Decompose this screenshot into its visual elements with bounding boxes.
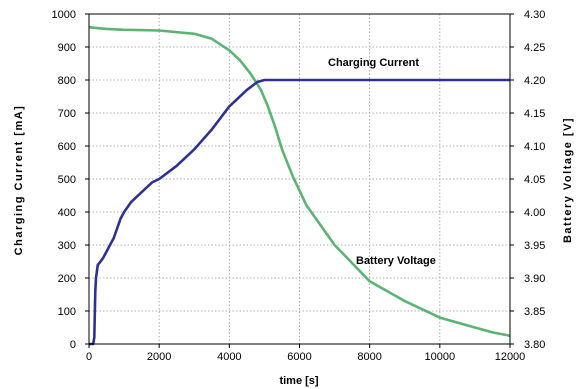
y2-tick-label-3: 3.95 [524,240,545,252]
series-line-current [88,25,511,338]
y-tick-label-9: 900 [58,42,76,54]
ticks: 0 2000 4000 6000 8000 10000 12000 0 100 200 300 400… [52,9,546,363]
x-axis-title: time [s] [279,375,318,387]
series-line-voltage [89,78,510,346]
x-tick-label-6: 12000 [495,351,526,363]
x-tick-label-3: 6000 [287,351,311,363]
y-tick-label-10: 1000 [52,9,76,21]
y-tick-label-5: 500 [58,174,76,186]
grid [89,14,510,344]
y-axis-title: Charging Current [mA] [13,105,25,256]
y2-tick-label-1: 3.85 [524,306,545,318]
y2-tick-label-5: 4.05 [524,174,545,186]
series-lines [88,25,511,346]
y2-tick-label-2: 3.90 [524,273,545,285]
x-tick-label-0: 0 [86,351,92,363]
y2-tick-label-6: 4.10 [524,141,545,153]
x-tick-label-5: 10000 [425,351,456,363]
y2-axis-title: Battery Voltage [V] [562,117,574,243]
y-tick-label-1: 100 [58,306,76,318]
y-tick-label-0: 0 [70,339,76,351]
x-tick-label-1: 2000 [147,351,171,363]
y-tick-label-6: 600 [58,141,76,153]
y-tick-label-8: 800 [58,75,76,87]
y2-tick-label-0: 3.80 [524,339,545,351]
annotation-charging-current: Charging Current [328,57,419,69]
x-tick-label-4: 8000 [357,351,381,363]
x-tick-label-2: 4000 [217,351,241,363]
y2-tick-label-7: 4.15 [524,108,545,120]
y2-tick-label-4: 4.00 [524,207,545,219]
annotation-battery-voltage: Battery Voltage [356,255,436,267]
y-tick-label-7: 700 [58,108,76,120]
y2-tick-label-8: 4.20 [524,75,545,87]
y-tick-label-2: 200 [58,273,76,285]
y2-tick-label-10: 4.30 [524,9,545,21]
y-tick-label-3: 300 [58,240,76,252]
y2-tick-label-9: 4.25 [524,42,545,54]
y-tick-label-4: 400 [58,207,76,219]
